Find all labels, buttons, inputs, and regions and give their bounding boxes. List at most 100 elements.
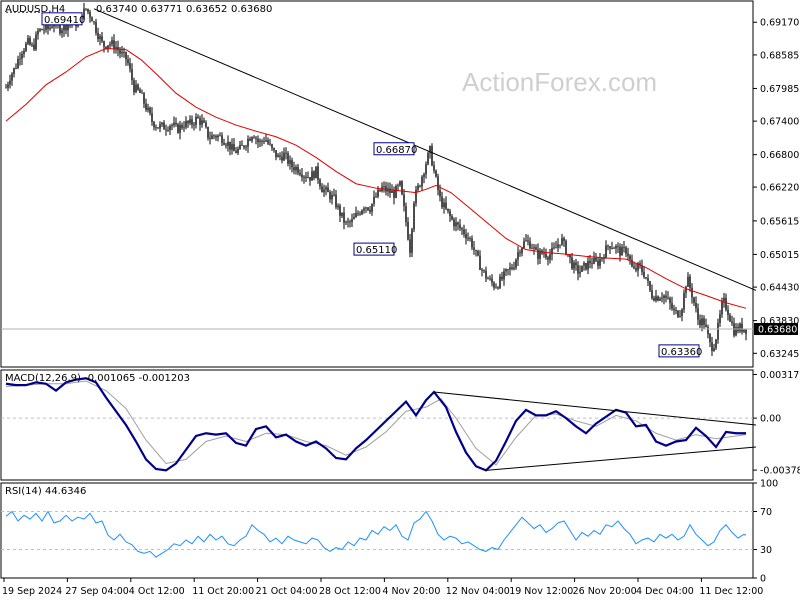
price-tick-label: 0.66800: [760, 150, 799, 161]
candle: [231, 138, 233, 155]
candle: [575, 258, 577, 271]
candle: [701, 314, 703, 332]
candle: [495, 283, 497, 289]
annotation-label: 0.63360: [661, 347, 702, 358]
candle: [351, 213, 353, 228]
down-trendline: [93, 8, 757, 291]
candle: [253, 135, 255, 139]
candle: [587, 255, 589, 275]
candle: [571, 252, 573, 271]
candle: [469, 236, 471, 242]
candle: [577, 261, 579, 281]
time-tick-label: 21 Oct 04:00: [256, 586, 318, 597]
candle: [287, 151, 289, 167]
macd-y-axis: 0.003175 0.00 -0.00378: [753, 370, 800, 477]
candle: [189, 115, 191, 126]
candle: [35, 31, 37, 51]
candle: [187, 120, 189, 128]
candle: [663, 294, 665, 305]
candle: [325, 185, 327, 196]
candle: [471, 235, 473, 251]
price-tick-label: 0.63830: [760, 316, 799, 327]
candle: [139, 87, 141, 94]
candle: [401, 180, 403, 196]
current-price-tag: 0.63680: [754, 323, 798, 336]
candle: [625, 245, 627, 258]
candle: [561, 233, 563, 246]
candle: [129, 57, 131, 73]
candle: [259, 138, 261, 147]
candle: [579, 265, 581, 278]
rsi-tick-label: 30: [760, 545, 772, 556]
candle: [605, 240, 607, 259]
candle: [237, 146, 239, 155]
candle: [321, 183, 323, 193]
candle: [681, 308, 683, 322]
candle: [647, 274, 649, 287]
candle: [379, 189, 381, 192]
candle: [649, 280, 651, 293]
candle: [269, 138, 271, 146]
candle: [573, 260, 575, 274]
watermark: ActionForex.com: [462, 67, 657, 97]
candle: [147, 103, 149, 113]
candle: [745, 329, 747, 341]
candle: [533, 243, 535, 255]
candle: [355, 206, 357, 218]
candle: [345, 220, 347, 225]
candle: [133, 77, 135, 96]
candle: [93, 20, 95, 25]
candle: [131, 63, 133, 86]
candle: [117, 40, 119, 57]
price-tick-label: 0.63245: [760, 349, 799, 360]
candle: [467, 232, 469, 242]
candle: [135, 80, 137, 94]
candle: [263, 136, 265, 145]
candle: [347, 217, 349, 228]
candle: [23, 48, 25, 58]
candle: [731, 315, 733, 326]
candle: [95, 18, 97, 36]
candle: [523, 237, 525, 250]
candle: [551, 242, 553, 261]
candle: [653, 295, 655, 302]
annotation-label: 0.69410: [44, 15, 85, 26]
ohlc-high: 0.63771: [141, 4, 182, 15]
candle: [293, 161, 295, 175]
candle: [513, 261, 515, 271]
candle: [589, 255, 591, 269]
candle: [245, 144, 247, 151]
candle: [309, 177, 311, 186]
candle: [209, 131, 211, 145]
candle: [201, 114, 203, 128]
candle: [591, 257, 593, 269]
candle: [179, 120, 181, 140]
candle: [397, 183, 399, 191]
candle: [657, 295, 659, 302]
candle: [479, 250, 481, 271]
candle: [685, 285, 687, 299]
candle: [611, 241, 613, 250]
candle: [247, 135, 249, 153]
candle: [255, 135, 257, 145]
candle: [193, 122, 195, 131]
candle: [617, 242, 619, 253]
candle: [169, 124, 171, 135]
candle: [677, 310, 679, 319]
candle: [223, 138, 225, 146]
price-y-axis: 0.69170 0.68585 0.67985 0.67400 0.66800 0.662…: [753, 18, 799, 360]
candle: [115, 41, 117, 54]
candle: [431, 143, 433, 167]
rsi-tick-label: 70: [760, 507, 772, 518]
annotation-label: 0.66870: [376, 145, 417, 156]
candle: [249, 136, 251, 142]
candle: [285, 147, 287, 160]
candle: [421, 175, 423, 191]
candle: [221, 132, 223, 147]
price-tick-label: 0.69170: [760, 18, 799, 29]
macd-signal-line: [5, 380, 747, 466]
candle: [607, 244, 609, 251]
candle: [87, 8, 89, 15]
candle: [167, 126, 169, 132]
candle: [217, 134, 219, 142]
